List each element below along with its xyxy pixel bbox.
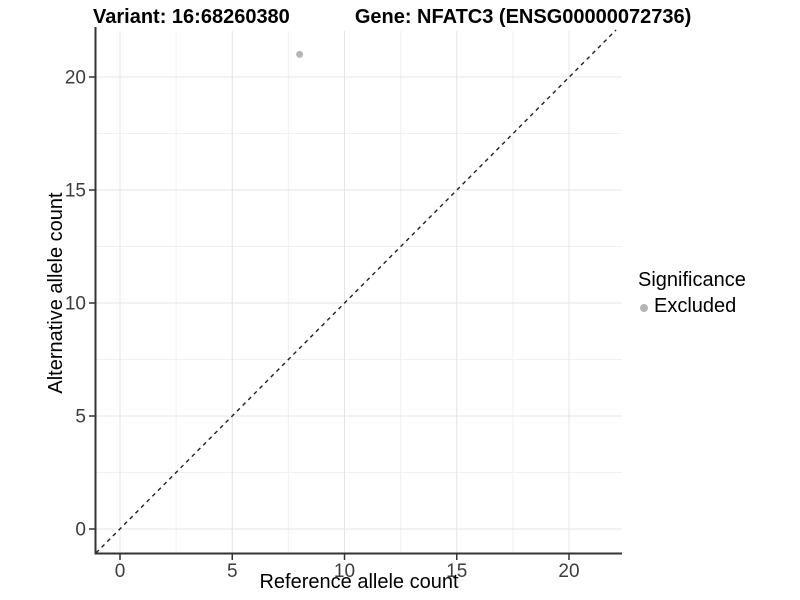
legend-item-excluded: Excluded <box>638 295 746 318</box>
y-tick-label: 15 <box>65 181 86 202</box>
plot-title: Variant: 16:68260380 Gene: NFATC3 (ENSG0… <box>93 6 753 29</box>
legend-title: Significance <box>638 269 746 291</box>
legend: Significance Excluded <box>638 269 746 318</box>
legend-item-label: Excluded <box>654 295 737 317</box>
x-tick-label: 10 <box>334 561 355 582</box>
y-axis-title: Alternative allele count <box>45 192 67 394</box>
y-tick-label: 10 <box>65 294 86 315</box>
x-axis-title: Reference allele count <box>259 571 459 593</box>
x-tick-label: 5 <box>227 561 238 582</box>
identity-reference-line <box>95 29 617 554</box>
data-point <box>296 50 304 58</box>
y-tick-label: 5 <box>75 407 86 428</box>
x-tick-label: 0 <box>115 561 126 582</box>
plot-title-variant: Variant: 16:68260380 <box>93 6 290 28</box>
legend-key-point-icon <box>640 303 648 312</box>
x-tick-label: 15 <box>446 561 467 582</box>
x-tick-label: 20 <box>558 561 579 582</box>
plot-title-gene: Gene: NFATC3 (ENSG00000072736) <box>354 6 692 28</box>
y-tick-label: 20 <box>65 68 86 89</box>
y-tick-label: 0 <box>75 520 86 541</box>
